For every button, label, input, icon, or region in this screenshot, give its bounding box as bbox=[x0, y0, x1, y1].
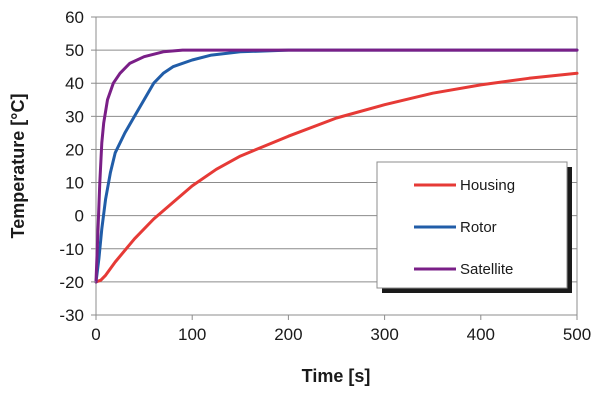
y-tick-label: 60 bbox=[65, 8, 84, 27]
series-line-satellite bbox=[94, 48, 579, 284]
legend-label-housing: Housing bbox=[460, 177, 515, 194]
y-tick-label: 0 bbox=[75, 207, 84, 226]
y-tick-label: 10 bbox=[65, 174, 84, 193]
legend-box bbox=[376, 161, 568, 289]
x-tick-label: 300 bbox=[370, 325, 398, 344]
y-tick-label: 50 bbox=[65, 41, 84, 60]
legend: Housing Rotor Satellite bbox=[376, 161, 572, 293]
legend-label-satellite: Satellite bbox=[460, 261, 513, 278]
series-line-housing bbox=[94, 71, 579, 284]
x-tick-label: 500 bbox=[563, 325, 591, 344]
legend-items: Housing Rotor Satellite bbox=[414, 177, 515, 278]
y-tick-label: 40 bbox=[65, 74, 84, 93]
x-axis-title: Time [s] bbox=[302, 366, 371, 386]
x-tick-label: 0 bbox=[91, 325, 100, 344]
y-tick-label: -20 bbox=[59, 273, 84, 292]
y-tick-label: -10 bbox=[59, 240, 84, 259]
axis-ticks: -30 -20 -10 0 10 20 30 40 50 60 0 100 200 300 400 500 bbox=[59, 8, 591, 344]
y-tick-label: -30 bbox=[59, 306, 84, 325]
plot-frame bbox=[95, 16, 578, 316]
y-axis-title: Temperature [°C] bbox=[8, 94, 28, 239]
series-lines bbox=[94, 48, 579, 284]
y-tick-label: 30 bbox=[65, 107, 84, 126]
x-tick-label: 400 bbox=[467, 325, 495, 344]
legend-label-rotor: Rotor bbox=[460, 219, 497, 236]
x-tick-label: 100 bbox=[178, 325, 206, 344]
x-tick-label: 200 bbox=[274, 325, 302, 344]
y-tick-label: 20 bbox=[65, 140, 84, 159]
